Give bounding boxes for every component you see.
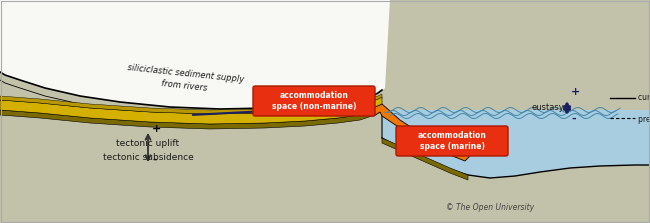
Polygon shape: [0, 94, 382, 114]
Polygon shape: [0, 97, 382, 124]
Text: -: -: [571, 114, 576, 124]
Text: accommodation
space (non-marine): accommodation space (non-marine): [272, 91, 356, 112]
Text: previous sea-level: previous sea-level: [638, 114, 650, 124]
Polygon shape: [382, 110, 650, 178]
Text: current sea-level: current sea-level: [638, 93, 650, 101]
Text: eustasy: eustasy: [531, 103, 564, 112]
FancyBboxPatch shape: [396, 126, 508, 156]
Polygon shape: [0, 0, 390, 109]
Text: accommodation
space (marine): accommodation space (marine): [417, 131, 486, 151]
Text: tectonic subsidence: tectonic subsidence: [103, 153, 194, 161]
Text: -: -: [152, 155, 157, 165]
FancyBboxPatch shape: [253, 86, 375, 116]
Polygon shape: [0, 72, 650, 223]
Text: +: +: [571, 87, 580, 97]
Text: © The Open University: © The Open University: [446, 202, 534, 211]
Polygon shape: [368, 104, 470, 161]
Text: siliciclastic sediment supply
from rivers: siliciclastic sediment supply from river…: [125, 64, 244, 97]
Text: tectonic uplift: tectonic uplift: [116, 138, 179, 147]
Polygon shape: [0, 106, 468, 180]
Text: +: +: [152, 124, 161, 134]
